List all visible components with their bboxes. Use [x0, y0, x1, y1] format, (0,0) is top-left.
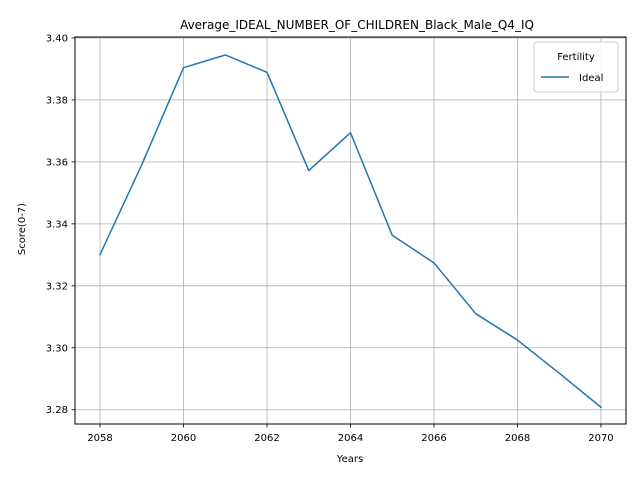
x-tick-label: 2064	[338, 433, 363, 444]
y-axis-ticks: 3.28 3.30 3.32 3.34 3.36 3.38 3.40	[46, 33, 75, 416]
y-tick-label: 3.40	[46, 33, 68, 44]
series-line-ideal	[99, 54, 603, 409]
series-layer	[99, 54, 603, 409]
x-tick-label: 2060	[171, 433, 196, 444]
x-tick-label: 2066	[421, 433, 446, 444]
x-tick-label: 2062	[254, 433, 279, 444]
x-tick-label: 2068	[505, 433, 530, 444]
y-tick-label: 3.34	[46, 219, 68, 230]
y-axis-label: Score(0-7)	[17, 203, 28, 255]
x-tick-label: 2070	[588, 433, 613, 444]
y-tick-label: 3.36	[46, 157, 68, 168]
legend-title: Fertility	[557, 52, 595, 63]
chart-title: Average_IDEAL_NUMBER_OF_CHILDREN_Black_M…	[180, 18, 534, 32]
x-axis-ticks: 2058 2060 2062 2064 2066 2068 2070	[87, 424, 614, 444]
y-tick-label: 3.32	[46, 281, 68, 292]
y-tick-label: 3.38	[46, 95, 68, 106]
x-tick-label: 2058	[87, 433, 112, 444]
legend-entry-ideal: Ideal	[579, 73, 603, 84]
x-axis-label: Years	[336, 454, 363, 465]
grid-lines	[75, 37, 626, 424]
legend-box	[533, 41, 619, 93]
y-tick-label: 3.30	[46, 343, 68, 354]
y-tick-label: 3.28	[46, 405, 68, 416]
legend: Fertility Ideal	[533, 41, 619, 93]
